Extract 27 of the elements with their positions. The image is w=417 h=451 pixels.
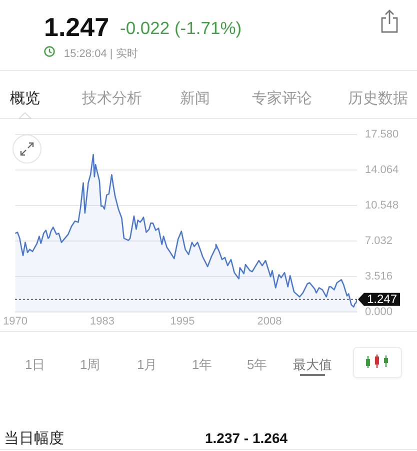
- text: 概览: [10, 89, 40, 108]
- chart-subtitle: -0.022 (-1.71%): [120, 18, 242, 39]
- text: 最大值: [293, 356, 332, 374]
- text: 技术分析: [82, 89, 142, 108]
- x-tick-label: 1970: [2, 316, 28, 328]
- text: 1日: [25, 356, 46, 374]
- y-tick-label: 14.064: [365, 164, 399, 176]
- x-tick-label: 2008: [257, 316, 282, 328]
- text: 5年: [247, 356, 268, 374]
- text: 专家评论: [252, 89, 312, 108]
- y-tick-label: 10.548: [365, 200, 399, 212]
- y-tick-label: 3.516: [365, 270, 393, 283]
- ref-line-label: 1.247: [367, 292, 398, 306]
- text: 1年: [192, 356, 212, 374]
- x-tick-label: 1983: [90, 316, 114, 328]
- y-tick-label: 17.580: [365, 128, 399, 141]
- text: 历史数据: [348, 89, 408, 108]
- chart-title: 1.247: [44, 12, 110, 43]
- text: 当日幅度: [4, 429, 64, 448]
- text: 新闻: [180, 89, 210, 108]
- text: 1周: [80, 356, 100, 374]
- x-tick-label: 1995: [170, 316, 195, 328]
- text: 15:28:04 | 实时: [64, 46, 138, 61]
- text: 1月: [137, 356, 158, 374]
- text: 1.237 - 1.264: [205, 430, 288, 446]
- y-tick-label: 0.000: [365, 306, 393, 318]
- y-tick-label: 7.032: [365, 235, 393, 248]
